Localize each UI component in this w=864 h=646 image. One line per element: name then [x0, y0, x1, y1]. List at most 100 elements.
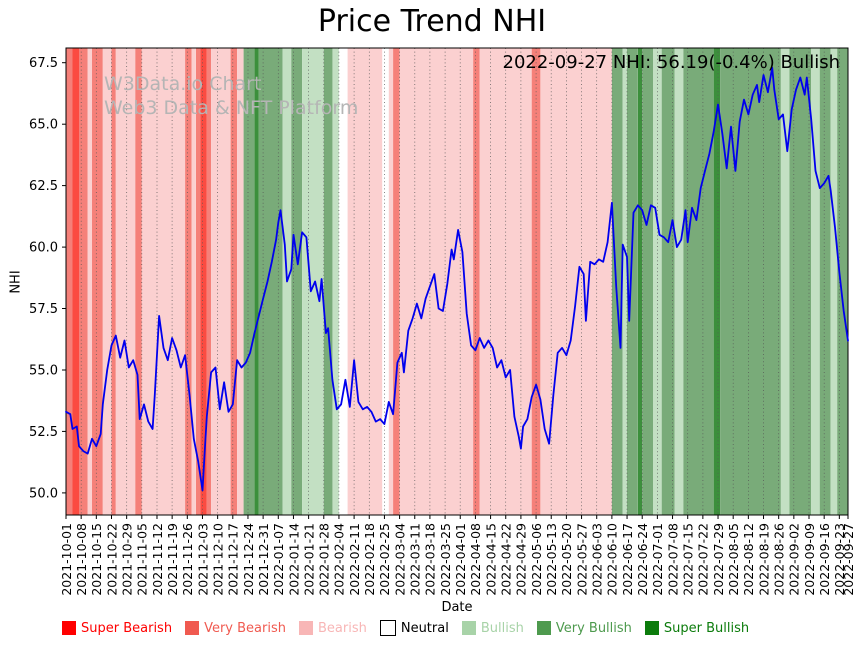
x-tick-label: 2022-03-25: [438, 523, 453, 596]
x-tick-label: 2022-06-17: [620, 523, 635, 596]
x-tick-label: 2021-11-12: [150, 523, 165, 596]
legend-swatch: [185, 621, 200, 635]
x-tick-label: 2022-06-10: [605, 523, 620, 596]
sentiment-band-bearish: [540, 48, 612, 515]
sentiment-band-very_bullish: [291, 48, 303, 515]
x-tick-label: 2022-02-25: [377, 523, 392, 596]
sentiment-band-very_bearish: [92, 48, 103, 515]
sentiment-band-very_bearish: [66, 48, 73, 515]
legend-swatch: [298, 621, 313, 635]
sentiment-band-very_bearish: [206, 48, 212, 515]
sentiment-legend: Super Bearish Very Bearish Bearish Neutral B…: [62, 620, 749, 636]
x-tick-label: 2021-10-15: [89, 523, 104, 596]
sentiment-band-neutral: [338, 48, 348, 515]
sentiment-band-very_bearish: [135, 48, 142, 515]
y-tick-label: 65.0: [29, 118, 58, 133]
sentiment-band-bearish: [347, 48, 383, 515]
sentiment-band-very_bullish: [720, 48, 781, 515]
legend-swatch: [62, 621, 76, 635]
x-tick-label: 2021-12-17: [226, 523, 241, 596]
x-tick-label: 2022-01-07: [271, 523, 286, 596]
sentiment-band-bullish: [302, 48, 324, 515]
y-tick-label: 55.0: [29, 364, 58, 379]
sentiment-band-bearish: [237, 48, 244, 515]
x-tick-label: 2021-11-05: [135, 523, 150, 596]
x-tick-label: 2022-09-27: [841, 523, 856, 596]
y-tick-label: 62.5: [29, 179, 58, 194]
legend-item: Very Bullish: [536, 621, 632, 636]
sentiment-band-bullish: [674, 48, 684, 515]
legend-item: Bearish: [298, 620, 367, 636]
legend-item: Bullish: [461, 620, 524, 636]
sentiment-band-very_bullish: [258, 48, 283, 515]
sentiment-band-very_bearish: [393, 48, 400, 515]
x-tick-label: 2022-06-03: [590, 523, 605, 596]
x-tick-label: 2022-03-18: [423, 523, 438, 596]
legend-swatch: [536, 621, 551, 635]
sentiment-band-very_bullish: [789, 48, 812, 515]
y-tick-label: 60.0: [29, 241, 58, 256]
sentiment-band-very_bullish: [611, 48, 623, 515]
y-tick-label: 67.5: [29, 56, 58, 71]
x-tick-label: 2022-09-09: [802, 523, 817, 596]
x-tick-label: 2022-05-20: [559, 523, 574, 596]
sentiment-band-bearish: [399, 48, 474, 515]
x-tick-label: 2021-12-31: [256, 523, 271, 596]
sentiment-band-very_bearish: [185, 48, 192, 515]
x-tick-label: 2022-04-29: [514, 523, 529, 596]
sentiment-band-very_bearish: [196, 48, 201, 515]
x-tick-label: 2022-05-13: [544, 523, 559, 596]
x-tick-label: 2022-07-22: [696, 523, 711, 596]
x-tick-label: 2022-04-08: [468, 523, 483, 596]
legend-label: Bearish: [317, 620, 367, 636]
legend-swatch: [461, 621, 476, 635]
x-tick-label: 2022-01-21: [301, 523, 316, 596]
legend-item: Super Bullish: [644, 621, 749, 636]
x-tick-label: 2021-10-01: [59, 523, 74, 596]
legend-label: Very Bearish: [204, 620, 286, 636]
sentiment-band-very_bullish: [323, 48, 333, 515]
x-tick-label: 2022-04-15: [483, 523, 498, 596]
sentiment-band-very_bullish: [683, 48, 714, 515]
x-tick-label: 2022-04-01: [453, 523, 468, 596]
x-tick-label: 2022-01-28: [317, 523, 332, 596]
legend-label: Neutral: [400, 620, 449, 636]
legend-label: Bullish: [480, 620, 524, 636]
sentiment-band-very_bullish: [642, 48, 653, 515]
x-tick-label: 2022-07-08: [665, 523, 680, 596]
x-tick-label: 2022-01-14: [286, 523, 301, 596]
sentiment-band-neutral: [382, 48, 389, 515]
sentiment-band-very_bullish: [837, 48, 848, 515]
sentiment-band-bearish: [102, 48, 112, 515]
x-tick-label: 2021-10-29: [119, 523, 134, 596]
x-tick-label: 2022-07-15: [681, 523, 696, 596]
x-tick-label: 2022-04-22: [499, 523, 514, 596]
x-tick-label: 2022-08-05: [726, 523, 741, 596]
latest-value-annotation: 2022-09-27 NHI: 56.19(-0.4%) Bullish: [502, 52, 841, 73]
sentiment-band-bearish: [211, 48, 231, 515]
sentiment-band-bearish: [115, 48, 136, 515]
legend-swatch: [379, 620, 396, 636]
x-tick-label: 2022-02-11: [347, 523, 362, 596]
sentiment-band-very_bearish: [230, 48, 238, 515]
x-tick-label: 2021-12-10: [210, 523, 225, 596]
sentiment-band-super_bearish: [72, 48, 79, 515]
sentiment-band-very_bearish: [531, 48, 541, 515]
sentiment-band-bullish: [622, 48, 627, 515]
x-tick-label: 2022-06-24: [635, 523, 650, 596]
x-tick-label: 2022-09-23: [832, 523, 847, 596]
sentiment-band-bullish: [830, 48, 838, 515]
nhi-price-line: [65, 66, 849, 492]
sentiment-band-very_bullish: [661, 48, 675, 515]
sentiment-band-super_bearish: [200, 48, 207, 515]
legend-swatch: [644, 621, 659, 635]
x-tick-label: 2022-02-04: [332, 523, 347, 596]
x-axis-label: Date: [441, 600, 473, 615]
sentiment-band-very_bearish: [111, 48, 116, 515]
plot-border: [65, 47, 849, 516]
legend-label: Super Bearish: [81, 620, 173, 636]
sentiment-band-super_bullish: [713, 48, 721, 515]
sentiment-band-super_bullish: [254, 48, 259, 515]
